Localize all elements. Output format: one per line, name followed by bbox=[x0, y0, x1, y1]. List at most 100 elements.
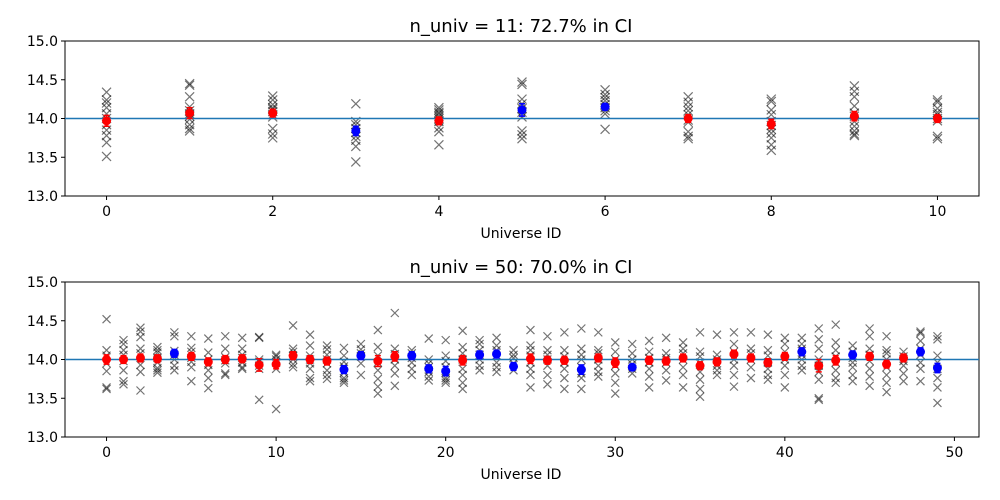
sample-point bbox=[678, 362, 688, 372]
sample-point bbox=[849, 129, 860, 139]
sample-point bbox=[119, 379, 128, 389]
mean-point-out-ci bbox=[600, 102, 610, 112]
sample-point bbox=[831, 345, 841, 355]
sample-point bbox=[576, 350, 586, 360]
x-tick-label: 30 bbox=[606, 445, 624, 461]
sample-point bbox=[373, 374, 383, 384]
sample-point bbox=[576, 324, 586, 333]
sample-point bbox=[814, 324, 824, 333]
sample-point bbox=[780, 333, 790, 343]
sample-point bbox=[526, 364, 535, 374]
sample-point bbox=[644, 336, 654, 346]
sample-point bbox=[433, 105, 444, 115]
sample-point bbox=[101, 102, 112, 113]
sample-point bbox=[661, 348, 671, 358]
sample-point bbox=[492, 362, 501, 372]
sample-point bbox=[933, 331, 942, 341]
sample-point bbox=[695, 375, 705, 385]
mean-point-in-ci bbox=[899, 353, 909, 363]
sample-point bbox=[458, 364, 468, 374]
mean-point-out-ci bbox=[492, 349, 502, 359]
sample-point bbox=[848, 370, 858, 380]
sample-point bbox=[356, 358, 366, 368]
sample-point bbox=[882, 348, 892, 358]
sample-point bbox=[237, 364, 247, 374]
sample-point bbox=[576, 373, 586, 383]
mean-point-in-ci bbox=[831, 355, 841, 365]
sample-point bbox=[780, 370, 790, 380]
sample-point bbox=[102, 382, 111, 392]
mean-point-in-ci bbox=[434, 116, 444, 126]
sample-point bbox=[610, 347, 620, 357]
sample-point bbox=[186, 343, 196, 353]
sample-point bbox=[797, 339, 807, 349]
sample-point bbox=[729, 370, 739, 380]
sample-point bbox=[683, 105, 694, 116]
sample-point bbox=[373, 365, 383, 375]
mean-point-in-ci bbox=[288, 351, 298, 361]
sample-point bbox=[305, 373, 315, 383]
sample-point bbox=[814, 334, 824, 344]
sample-point bbox=[814, 375, 824, 385]
sample-point bbox=[322, 341, 332, 350]
sample-point bbox=[746, 362, 756, 372]
mean-point-out-ci bbox=[424, 364, 434, 374]
sample-point bbox=[152, 365, 162, 375]
sample-point bbox=[517, 125, 527, 136]
sample-point bbox=[433, 107, 444, 118]
sample-point bbox=[683, 101, 694, 112]
sample-point bbox=[600, 84, 611, 95]
sample-point bbox=[814, 344, 824, 354]
mean-point-out-ci bbox=[627, 362, 637, 372]
sample-point bbox=[267, 99, 278, 110]
sample-point bbox=[322, 365, 332, 375]
sample-point bbox=[627, 339, 637, 349]
sample-point bbox=[119, 335, 128, 345]
sample-point bbox=[407, 364, 417, 374]
sample-point bbox=[458, 326, 468, 336]
sample-point bbox=[559, 345, 569, 355]
y-tick-label: 13.5 bbox=[27, 391, 58, 407]
sample-point bbox=[475, 335, 485, 345]
sample-point bbox=[407, 370, 417, 380]
sample-point bbox=[101, 137, 112, 148]
x-tick-label: 0 bbox=[102, 445, 111, 461]
sample-point bbox=[424, 334, 434, 343]
sample-point bbox=[305, 376, 315, 386]
mean-point-out-ci bbox=[351, 126, 361, 136]
mean-point-out-ci bbox=[932, 363, 942, 373]
sample-point bbox=[102, 366, 111, 376]
sample-point bbox=[766, 105, 777, 115]
sample-point bbox=[576, 344, 586, 354]
sample-point bbox=[729, 361, 739, 371]
sample-point bbox=[339, 343, 349, 353]
sample-point bbox=[849, 125, 860, 136]
mean-point-in-ci bbox=[119, 355, 129, 364]
sample-point bbox=[593, 345, 603, 355]
sample-point bbox=[102, 345, 111, 355]
sample-point bbox=[916, 336, 925, 346]
sample-point bbox=[849, 130, 860, 141]
x-tick-label: 6 bbox=[601, 204, 610, 220]
x-tick-label: 40 bbox=[776, 445, 794, 461]
sample-point bbox=[390, 361, 400, 371]
sample-point bbox=[373, 325, 383, 335]
sample-point bbox=[101, 151, 112, 162]
sample-point bbox=[848, 362, 858, 372]
sample-point bbox=[644, 382, 654, 392]
sample-point bbox=[203, 383, 213, 393]
sample-point bbox=[865, 331, 875, 341]
y-tick-label: 15.0 bbox=[27, 275, 58, 291]
sample-point bbox=[254, 332, 264, 342]
sample-point bbox=[899, 369, 908, 378]
mean-point-in-ci bbox=[932, 114, 942, 123]
sample-point bbox=[766, 139, 777, 150]
mean-point-in-ci bbox=[458, 355, 468, 365]
sample-point bbox=[119, 365, 128, 375]
chart-bottom-panel: n_univ = 50: 70.0% in CI Universe ID 0 10… bbox=[27, 257, 980, 483]
mean-point-in-ci bbox=[322, 356, 332, 366]
sample-point bbox=[492, 341, 501, 350]
sample-point bbox=[356, 339, 366, 349]
sample-point bbox=[169, 331, 179, 341]
sample-point bbox=[933, 382, 942, 392]
